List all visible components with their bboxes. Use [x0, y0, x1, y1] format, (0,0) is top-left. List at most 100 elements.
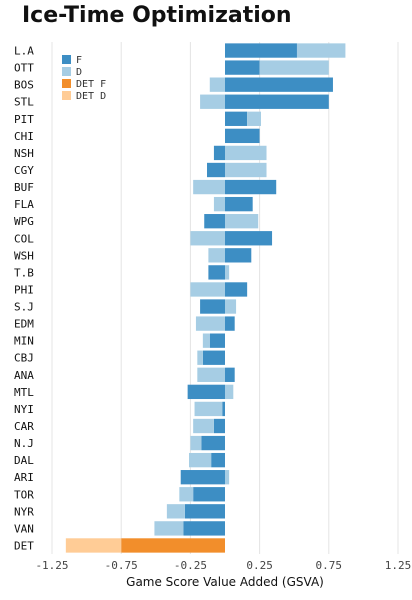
bar-nyi-d — [194, 401, 223, 417]
y-tick-label: COL — [14, 232, 34, 245]
y-tick-label: DAL — [14, 454, 34, 467]
y-tick-label: ANA — [14, 369, 34, 382]
y-tick-label: VAN — [14, 522, 34, 535]
bar-la-d — [296, 43, 346, 58]
bar-ari-f — [180, 470, 225, 485]
bar-nsh-d — [225, 145, 267, 161]
legend-label: F — [76, 55, 82, 66]
legend-label: DET D — [76, 91, 106, 102]
bar-col-d — [190, 231, 225, 246]
x-tick-label: -0.25 — [174, 559, 207, 572]
bar-cgy-f — [207, 162, 225, 178]
y-tick-label: DET — [14, 539, 34, 552]
y-tick-label: T.B — [14, 266, 34, 279]
bar-phi-f — [225, 282, 248, 297]
bar-ott-d — [259, 60, 329, 75]
y-tick-label: CHI — [14, 130, 34, 143]
x-tick-label: 1.25 — [385, 559, 412, 572]
bar-cbj-f — [202, 350, 225, 365]
bar-ana-f — [225, 367, 235, 382]
bar-det-det-d — [65, 538, 122, 553]
x-tick-label: -0.75 — [105, 559, 138, 572]
bar-phi-d — [190, 282, 225, 297]
bar-wpg-d — [225, 214, 259, 229]
bar-tb-f — [208, 265, 225, 280]
bar-pit-f — [225, 111, 248, 126]
bar-wsh-f — [225, 248, 252, 263]
bar-dal-f — [211, 452, 225, 468]
bar-stl-d — [200, 94, 225, 109]
y-tick-label: L.A — [14, 45, 34, 58]
bar-mtl-f — [187, 384, 225, 400]
y-tick-label: WSH — [14, 249, 34, 262]
y-tick-label: BOS — [14, 79, 34, 92]
legend-swatch — [62, 79, 71, 88]
x-tick-label: 0.75 — [316, 559, 343, 572]
chart-title: Ice-Time Optimization — [22, 3, 292, 28]
x-tick-label: 0.25 — [246, 559, 273, 572]
legend-label: DET F — [76, 79, 106, 90]
bar-nyi-f — [222, 401, 225, 417]
y-tick-label: NSH — [14, 147, 34, 160]
bar-buf-f — [225, 179, 277, 195]
bar-wsh-d — [208, 248, 225, 263]
bar-ana-d — [197, 367, 225, 382]
bar-mtl-d — [225, 384, 234, 400]
bar-min-d — [202, 333, 210, 348]
bar-det-det-f — [121, 538, 225, 553]
bar-nj-f — [201, 435, 225, 451]
y-tick-label: CBJ — [14, 352, 34, 365]
bar-fla-f — [225, 196, 253, 212]
bar-stl-f — [225, 94, 329, 109]
legend-label: D — [76, 67, 82, 78]
bar-cgy-d — [225, 162, 267, 178]
y-tick-label: PIT — [14, 113, 34, 126]
bar-van-d — [154, 521, 184, 536]
y-tick-label: CAR — [14, 420, 34, 433]
y-tick-label: PHI — [14, 283, 34, 296]
bar-car-f — [213, 418, 225, 434]
bar-ott-f — [225, 60, 260, 75]
bar-nj-d — [190, 435, 202, 451]
y-tick-label: N.J — [14, 437, 34, 450]
bar-sj-f — [200, 299, 225, 314]
bar-sj-d — [225, 299, 237, 314]
y-tick-label: BUF — [14, 181, 34, 194]
bar-tor-d — [179, 487, 194, 502]
bar-tb-d — [225, 265, 230, 280]
y-tick-label: OTT — [14, 62, 34, 75]
bar-pit-d — [247, 111, 261, 126]
y-tick-label: NYR — [14, 505, 34, 518]
bar-dal-d — [189, 452, 212, 468]
legend-swatch — [62, 67, 71, 76]
y-tick-label: STL — [14, 96, 34, 109]
legend-swatch — [62, 91, 71, 100]
y-tick-label: WPG — [14, 215, 34, 228]
y-tick-label: S.J — [14, 301, 34, 314]
bar-min-f — [209, 333, 225, 348]
y-tick-label: MTL — [14, 386, 34, 399]
bar-nyr-d — [166, 504, 185, 519]
bar-tor-f — [193, 487, 225, 502]
bar-bos-d — [209, 77, 225, 92]
bar-chi-f — [225, 128, 260, 144]
bar-buf-d — [193, 179, 225, 195]
y-tick-label: NYI — [14, 403, 34, 416]
x-tick-label: -1.25 — [35, 559, 68, 572]
bar-la-f — [225, 43, 297, 58]
y-tick-label: CGY — [14, 164, 34, 177]
bar-van-f — [183, 521, 225, 536]
y-tick-label: TOR — [14, 488, 34, 501]
bar-nyr-f — [184, 504, 225, 519]
legend-swatch — [62, 55, 71, 64]
x-axis-title: Game Score Value Added (GSVA) — [126, 575, 324, 589]
bar-bos-f — [225, 77, 333, 92]
y-tick-label: EDM — [14, 318, 34, 331]
y-tick-label: MIN — [14, 335, 34, 348]
bar-edm-d — [195, 316, 225, 331]
bar-edm-f — [225, 316, 235, 331]
bar-ari-d — [225, 470, 230, 485]
bar-wpg-f — [204, 214, 225, 229]
bar-car-d — [193, 418, 214, 434]
